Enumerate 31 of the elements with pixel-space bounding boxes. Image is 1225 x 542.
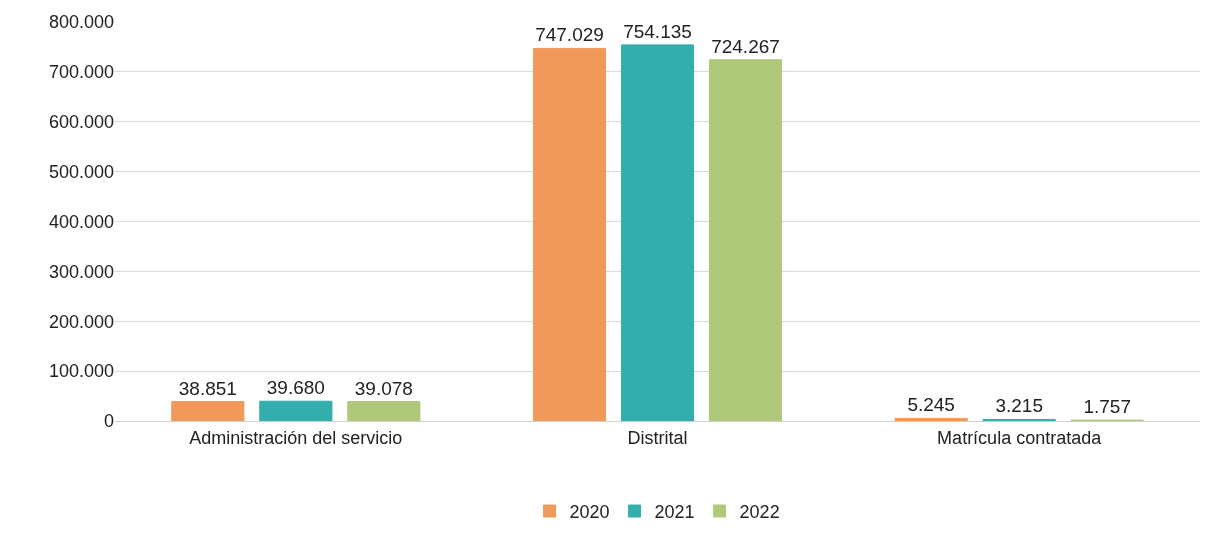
y-tick-label: 800.000 bbox=[48, 12, 114, 33]
x-tick-label: Administración del servicio bbox=[189, 427, 403, 448]
bar bbox=[347, 401, 421, 421]
bar bbox=[620, 44, 695, 421]
x-tick-label: Matrícula contratada bbox=[937, 427, 1103, 448]
data-label: 724.267 bbox=[711, 35, 780, 57]
y-tick-label: 200.000 bbox=[48, 311, 114, 332]
data-label: 754.135 bbox=[623, 20, 692, 42]
data-label: 39.680 bbox=[266, 377, 325, 399]
x-tick-label: Distrital bbox=[627, 427, 688, 448]
bar bbox=[259, 400, 333, 421]
y-tick-label: 400.000 bbox=[48, 211, 114, 232]
data-label: 39.078 bbox=[354, 377, 413, 399]
y-tick-label: 500.000 bbox=[48, 161, 114, 182]
data-label: 747.029 bbox=[535, 24, 604, 46]
y-tick-label: 600.000 bbox=[48, 112, 114, 133]
legend-label: 2022 bbox=[739, 502, 780, 523]
bar bbox=[894, 417, 968, 421]
bar bbox=[532, 47, 607, 421]
data-label: 1.757 bbox=[1083, 396, 1131, 418]
data-label: 38.851 bbox=[178, 377, 237, 399]
y-tick-label: 0 bbox=[103, 411, 114, 432]
bar bbox=[171, 401, 245, 421]
legend-label: 2020 bbox=[569, 502, 610, 523]
data-label: 5.245 bbox=[907, 394, 955, 416]
y-tick-label: 300.000 bbox=[48, 261, 114, 282]
bar bbox=[708, 59, 783, 421]
y-tick-label: 100.000 bbox=[48, 361, 114, 382]
data-label: 3.215 bbox=[995, 395, 1043, 417]
legend-label: 2021 bbox=[654, 502, 695, 523]
y-tick-label: 700.000 bbox=[48, 62, 114, 83]
